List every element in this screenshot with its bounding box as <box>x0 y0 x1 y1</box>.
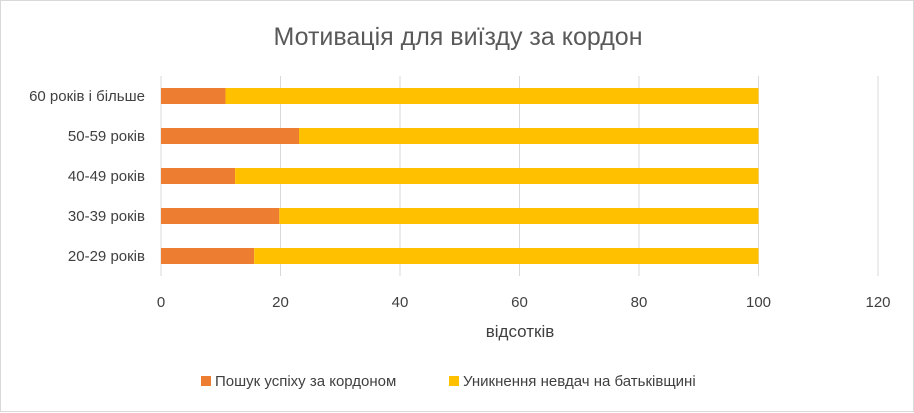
category-label: 30-39 років <box>68 208 145 225</box>
x-tick-label: 40 <box>392 294 409 311</box>
bar-segment-1 <box>235 168 759 184</box>
legend-swatch-1 <box>449 376 459 386</box>
x-tick-label: 0 <box>157 294 165 311</box>
bar-segment-0 <box>161 208 280 224</box>
chart-title: Мотивація для виїзду за кордон <box>274 23 643 51</box>
bar-segment-0 <box>161 248 255 264</box>
legend: Пошук успіху за кордоном Уникнення невдач… <box>201 373 696 390</box>
x-tick-label: 120 <box>865 294 890 311</box>
x-tick-label: 60 <box>511 294 528 311</box>
bars <box>161 88 759 264</box>
legend-label-1: Уникнення невдач на батьківщині <box>463 373 696 390</box>
category-label: 40-49 років <box>68 168 145 185</box>
category-label: 20-29 років <box>68 248 145 265</box>
bar-segment-1 <box>254 248 759 264</box>
bar-segment-0 <box>161 88 226 104</box>
bar-segment-1 <box>225 88 759 104</box>
bar-segment-1 <box>279 208 759 224</box>
x-tick-label: 80 <box>631 294 648 311</box>
x-tick-labels: 0 20 40 60 80 100 120 <box>157 294 891 311</box>
legend-swatch-0 <box>201 376 211 386</box>
bar-segment-1 <box>299 128 759 144</box>
bar-segment-0 <box>161 168 236 184</box>
category-label: 50-59 років <box>68 128 145 145</box>
legend-label-0: Пошук успіху за кордоном <box>215 373 396 390</box>
x-tick-label: 20 <box>272 294 289 311</box>
x-axis-label: відсотків <box>486 322 555 341</box>
category-label: 60 років і більше <box>29 88 145 105</box>
category-labels: 60 років і більше 50-59 років 40-49 років 3… <box>29 88 145 265</box>
x-tick-label: 100 <box>746 294 771 311</box>
bar-segment-0 <box>161 128 300 144</box>
